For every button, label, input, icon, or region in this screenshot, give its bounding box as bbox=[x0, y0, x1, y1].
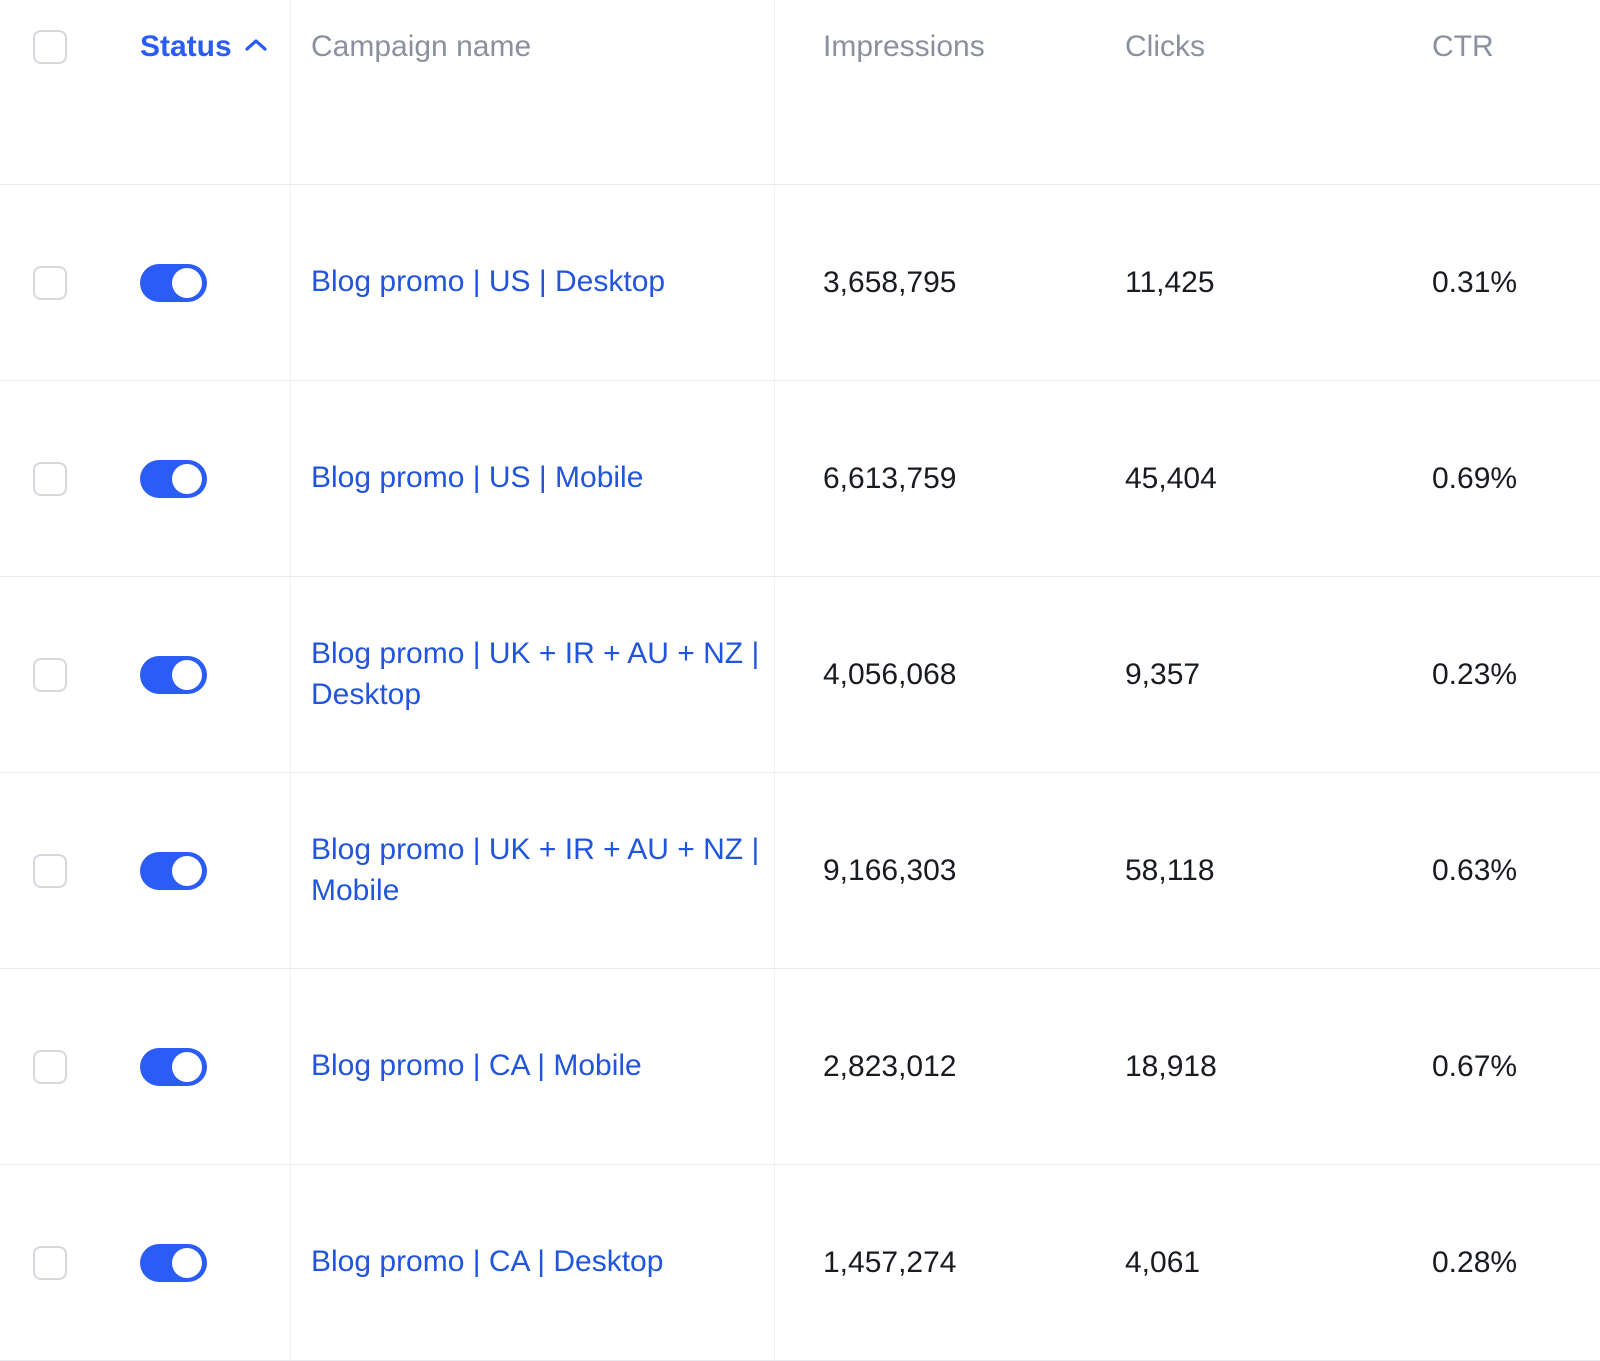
table-row: Blog promo | US | Desktop 3,658,795 11,4… bbox=[0, 185, 1600, 381]
campaign-name-cell: Blog promo | UK + IR + AU + NZ | Desktop bbox=[290, 577, 775, 772]
toggle-knob bbox=[172, 1247, 202, 1278]
campaign-name-cell: Blog promo | US | Desktop bbox=[290, 185, 775, 380]
clicks-column-label: Clicks bbox=[1125, 30, 1205, 63]
ctr-column-header[interactable]: CTR bbox=[1432, 0, 1600, 64]
campaign-name-cell: Blog promo | CA | Mobile bbox=[290, 969, 775, 1164]
campaign-name-cell: Blog promo | UK + IR + AU + NZ | Mobile bbox=[290, 773, 775, 968]
impressions-value: 2,823,012 bbox=[823, 1049, 957, 1083]
ctr-value: 0.63% bbox=[1432, 853, 1518, 887]
row-status-cell bbox=[140, 459, 290, 498]
campaign-name-link[interactable]: Blog promo | CA | Desktop bbox=[311, 1245, 664, 1279]
ctr-value: 0.23% bbox=[1432, 657, 1518, 691]
status-toggle[interactable] bbox=[140, 263, 207, 302]
campaign-name-link[interactable]: Blog promo | CA | Mobile bbox=[311, 1049, 642, 1083]
ctr-value: 0.67% bbox=[1432, 1049, 1518, 1083]
clicks-column-header[interactable]: Clicks bbox=[1125, 0, 1432, 64]
impressions-value: 4,056,068 bbox=[823, 657, 957, 691]
row-checkbox-cell bbox=[0, 461, 140, 496]
status-toggle[interactable] bbox=[140, 851, 207, 890]
table-row: Blog promo | US | Mobile 6,613,759 45,40… bbox=[0, 381, 1600, 577]
campaign-name-cell: Blog promo | CA | Desktop bbox=[290, 1165, 775, 1360]
impressions-column-header[interactable]: Impressions bbox=[775, 0, 1125, 64]
row-checkbox-cell bbox=[0, 1245, 140, 1280]
row-status-cell bbox=[140, 655, 290, 694]
chevron-up-icon bbox=[244, 37, 268, 58]
impressions-column-label: Impressions bbox=[823, 30, 985, 63]
ctr-value: 0.28% bbox=[1432, 1245, 1518, 1279]
table-row: Blog promo | UK + IR + AU + NZ | Mobile … bbox=[0, 773, 1600, 969]
status-toggle[interactable] bbox=[140, 459, 207, 498]
toggle-knob bbox=[172, 463, 202, 494]
clicks-value: 9,357 bbox=[1125, 657, 1201, 691]
row-status-cell bbox=[140, 1243, 290, 1282]
row-checkbox[interactable] bbox=[33, 1245, 67, 1280]
toggle-knob bbox=[172, 659, 202, 690]
header-checkbox-cell bbox=[0, 0, 140, 64]
row-status-cell bbox=[140, 263, 290, 302]
campaign-name-link[interactable]: Blog promo | US | Desktop bbox=[311, 265, 666, 299]
campaign-name-column-header[interactable]: Campaign name bbox=[290, 0, 775, 184]
campaign-name-column-label: Campaign name bbox=[311, 30, 532, 63]
row-checkbox[interactable] bbox=[33, 853, 67, 888]
table-row: Blog promo | CA | Desktop 1,457,274 4,06… bbox=[0, 1165, 1600, 1361]
status-toggle[interactable] bbox=[140, 1047, 207, 1086]
row-checkbox[interactable] bbox=[33, 461, 67, 496]
row-checkbox-cell bbox=[0, 265, 140, 300]
status-column-header[interactable]: Status bbox=[140, 0, 290, 64]
ctr-column-label: CTR bbox=[1432, 30, 1494, 63]
status-toggle[interactable] bbox=[140, 1243, 207, 1282]
row-checkbox[interactable] bbox=[33, 265, 67, 300]
campaign-name-link[interactable]: Blog promo | US | Mobile bbox=[311, 461, 644, 495]
campaign-name-link[interactable]: Blog promo | UK + IR + AU + NZ | Desktop bbox=[311, 637, 760, 711]
campaign-name-cell: Blog promo | US | Mobile bbox=[290, 381, 775, 576]
campaign-name-link[interactable]: Blog promo | UK + IR + AU + NZ | Mobile bbox=[311, 833, 760, 907]
impressions-value: 1,457,274 bbox=[823, 1245, 957, 1279]
status-column-label: Status bbox=[140, 30, 232, 63]
toggle-knob bbox=[172, 267, 202, 298]
row-checkbox-cell bbox=[0, 853, 140, 888]
table-row: Blog promo | CA | Mobile 2,823,012 18,91… bbox=[0, 969, 1600, 1165]
table-header-row: Status Campaign name Impressions Clicks … bbox=[0, 0, 1600, 185]
clicks-value: 58,118 bbox=[1125, 853, 1215, 887]
select-all-checkbox[interactable] bbox=[33, 30, 67, 64]
toggle-knob bbox=[172, 855, 202, 886]
clicks-value: 45,404 bbox=[1125, 461, 1217, 495]
clicks-value: 18,918 bbox=[1125, 1049, 1217, 1083]
ctr-value: 0.69% bbox=[1432, 461, 1518, 495]
row-checkbox[interactable] bbox=[33, 657, 67, 692]
row-status-cell bbox=[140, 1047, 290, 1086]
ctr-value: 0.31% bbox=[1432, 265, 1518, 299]
impressions-value: 3,658,795 bbox=[823, 265, 957, 299]
row-checkbox-cell bbox=[0, 1049, 140, 1084]
row-checkbox-cell bbox=[0, 657, 140, 692]
impressions-value: 6,613,759 bbox=[823, 461, 957, 495]
clicks-value: 4,061 bbox=[1125, 1245, 1201, 1279]
impressions-value: 9,166,303 bbox=[823, 853, 957, 887]
row-checkbox[interactable] bbox=[33, 1049, 67, 1084]
toggle-knob bbox=[172, 1051, 202, 1082]
clicks-value: 11,425 bbox=[1125, 265, 1215, 299]
row-status-cell bbox=[140, 851, 290, 890]
status-toggle[interactable] bbox=[140, 655, 207, 694]
table-row: Blog promo | UK + IR + AU + NZ | Desktop… bbox=[0, 577, 1600, 773]
